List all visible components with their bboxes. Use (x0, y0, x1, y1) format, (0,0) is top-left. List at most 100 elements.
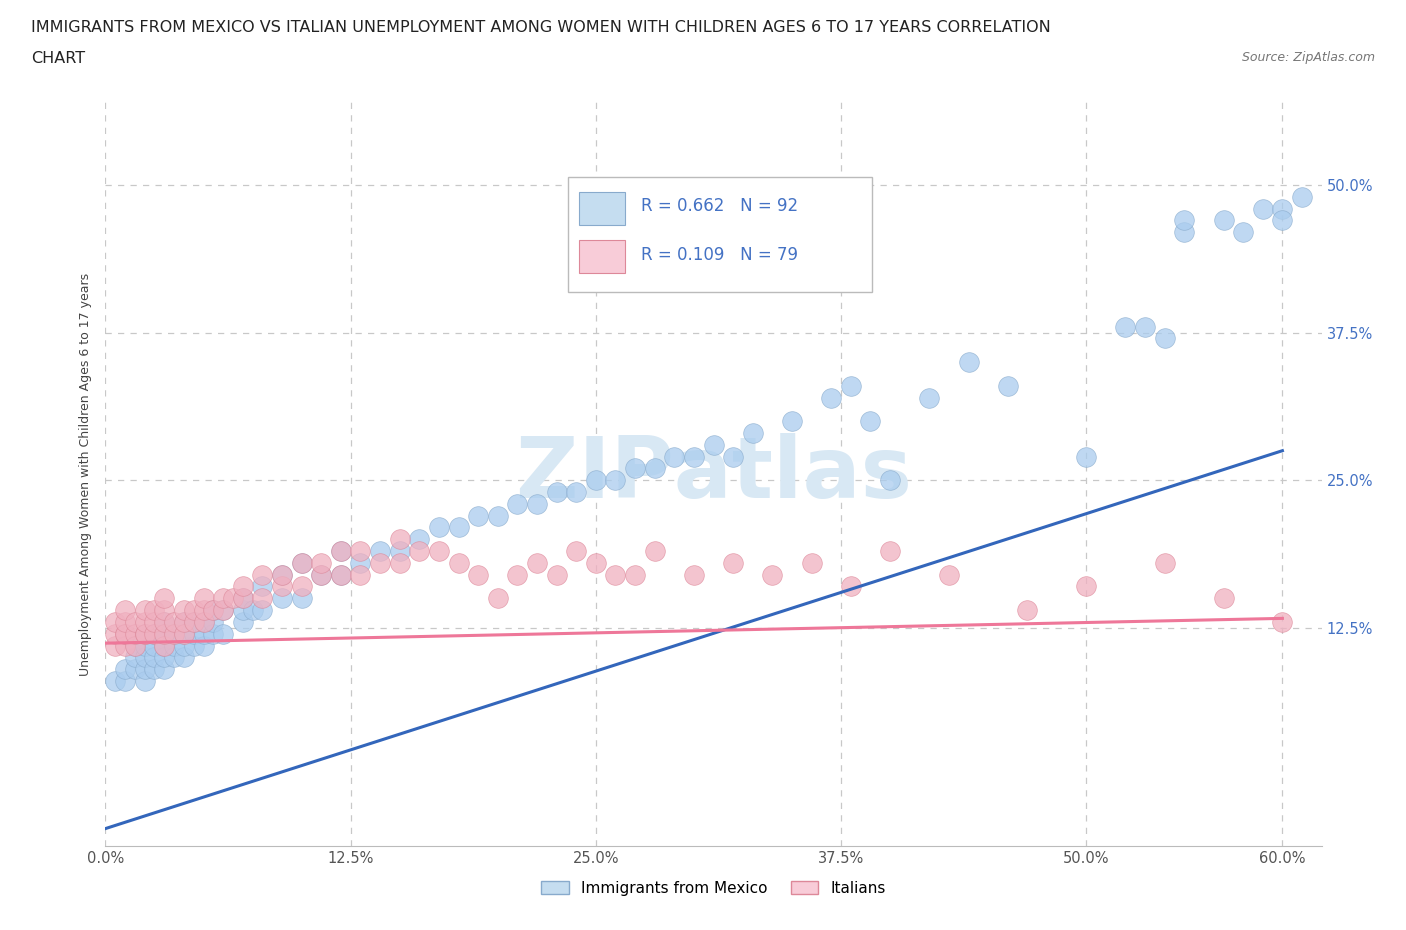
Point (1076, 579, 1098, 594)
Point (193, 626, 215, 641)
Point (1251, 201, 1274, 216)
Point (173, 638, 195, 653)
Point (1271, 201, 1294, 216)
Point (183, 638, 205, 653)
Point (585, 555, 607, 570)
Point (163, 615, 186, 630)
Point (173, 615, 195, 630)
Point (427, 520, 450, 535)
Point (721, 449, 744, 464)
Point (329, 567, 352, 582)
Point (114, 673, 136, 688)
Point (624, 461, 647, 476)
Point (124, 638, 146, 653)
Point (467, 508, 489, 523)
Point (252, 591, 274, 605)
Point (232, 579, 254, 594)
Point (388, 532, 411, 547)
Point (212, 603, 235, 618)
Point (153, 626, 176, 641)
Point (134, 673, 156, 688)
Point (526, 555, 548, 570)
Point (153, 615, 176, 630)
Point (839, 579, 862, 594)
Point (1153, 555, 1175, 570)
Point (193, 591, 215, 605)
Point (329, 544, 352, 559)
Point (134, 626, 156, 641)
Point (1212, 213, 1234, 228)
Point (349, 555, 371, 570)
Point (271, 567, 294, 582)
Point (1017, 603, 1039, 618)
Point (173, 626, 195, 641)
Point (153, 638, 176, 653)
Point (565, 485, 588, 499)
Point (193, 638, 215, 653)
Point (702, 437, 725, 452)
Point (104, 673, 127, 688)
Point (173, 603, 195, 618)
Text: R = 0.662   N = 92: R = 0.662 N = 92 (641, 197, 797, 216)
Point (183, 603, 205, 618)
Point (212, 591, 235, 605)
Point (291, 591, 314, 605)
Point (368, 544, 391, 559)
Point (134, 615, 156, 630)
Point (1271, 213, 1294, 228)
Point (506, 497, 529, 512)
Point (486, 508, 509, 523)
Point (329, 544, 352, 559)
Point (388, 555, 411, 570)
Point (879, 544, 901, 559)
FancyBboxPatch shape (568, 177, 872, 292)
Text: ZIP​atlas: ZIP​atlas (516, 432, 911, 516)
Text: R = 0.109   N = 79: R = 0.109 N = 79 (641, 246, 797, 264)
Point (124, 650, 146, 665)
Point (918, 390, 941, 405)
Point (820, 390, 842, 405)
Point (271, 567, 294, 582)
Point (1173, 225, 1195, 240)
Point (124, 626, 146, 641)
Point (467, 567, 489, 582)
Point (252, 579, 274, 594)
Point (329, 567, 352, 582)
Point (252, 603, 274, 618)
Legend: Immigrants from Mexico, Italians: Immigrants from Mexico, Italians (536, 874, 891, 902)
Point (349, 567, 371, 582)
Point (447, 555, 470, 570)
Point (1076, 449, 1098, 464)
Point (232, 603, 254, 618)
Point (1271, 615, 1294, 630)
Point (143, 662, 166, 677)
Point (252, 567, 274, 582)
Point (143, 603, 166, 618)
Point (309, 555, 332, 570)
Point (839, 379, 862, 393)
Point (1173, 213, 1195, 228)
Point (291, 555, 314, 570)
Point (153, 591, 176, 605)
Point (114, 626, 136, 641)
Point (143, 626, 166, 641)
Point (388, 544, 411, 559)
Y-axis label: Unemployment Among Women with Children Ages 6 to 17 years: Unemployment Among Women with Children A… (79, 272, 93, 676)
Point (202, 603, 225, 618)
Text: CHART: CHART (31, 51, 84, 66)
Point (938, 567, 960, 582)
Point (173, 650, 195, 665)
Point (202, 603, 225, 618)
Point (114, 626, 136, 641)
Point (104, 615, 127, 630)
Point (232, 591, 254, 605)
Point (644, 461, 666, 476)
Point (143, 626, 166, 641)
FancyBboxPatch shape (578, 192, 624, 225)
Point (114, 603, 136, 618)
Point (309, 567, 332, 582)
Point (664, 449, 686, 464)
Point (1133, 319, 1156, 334)
Point (153, 662, 176, 677)
Point (124, 615, 146, 630)
